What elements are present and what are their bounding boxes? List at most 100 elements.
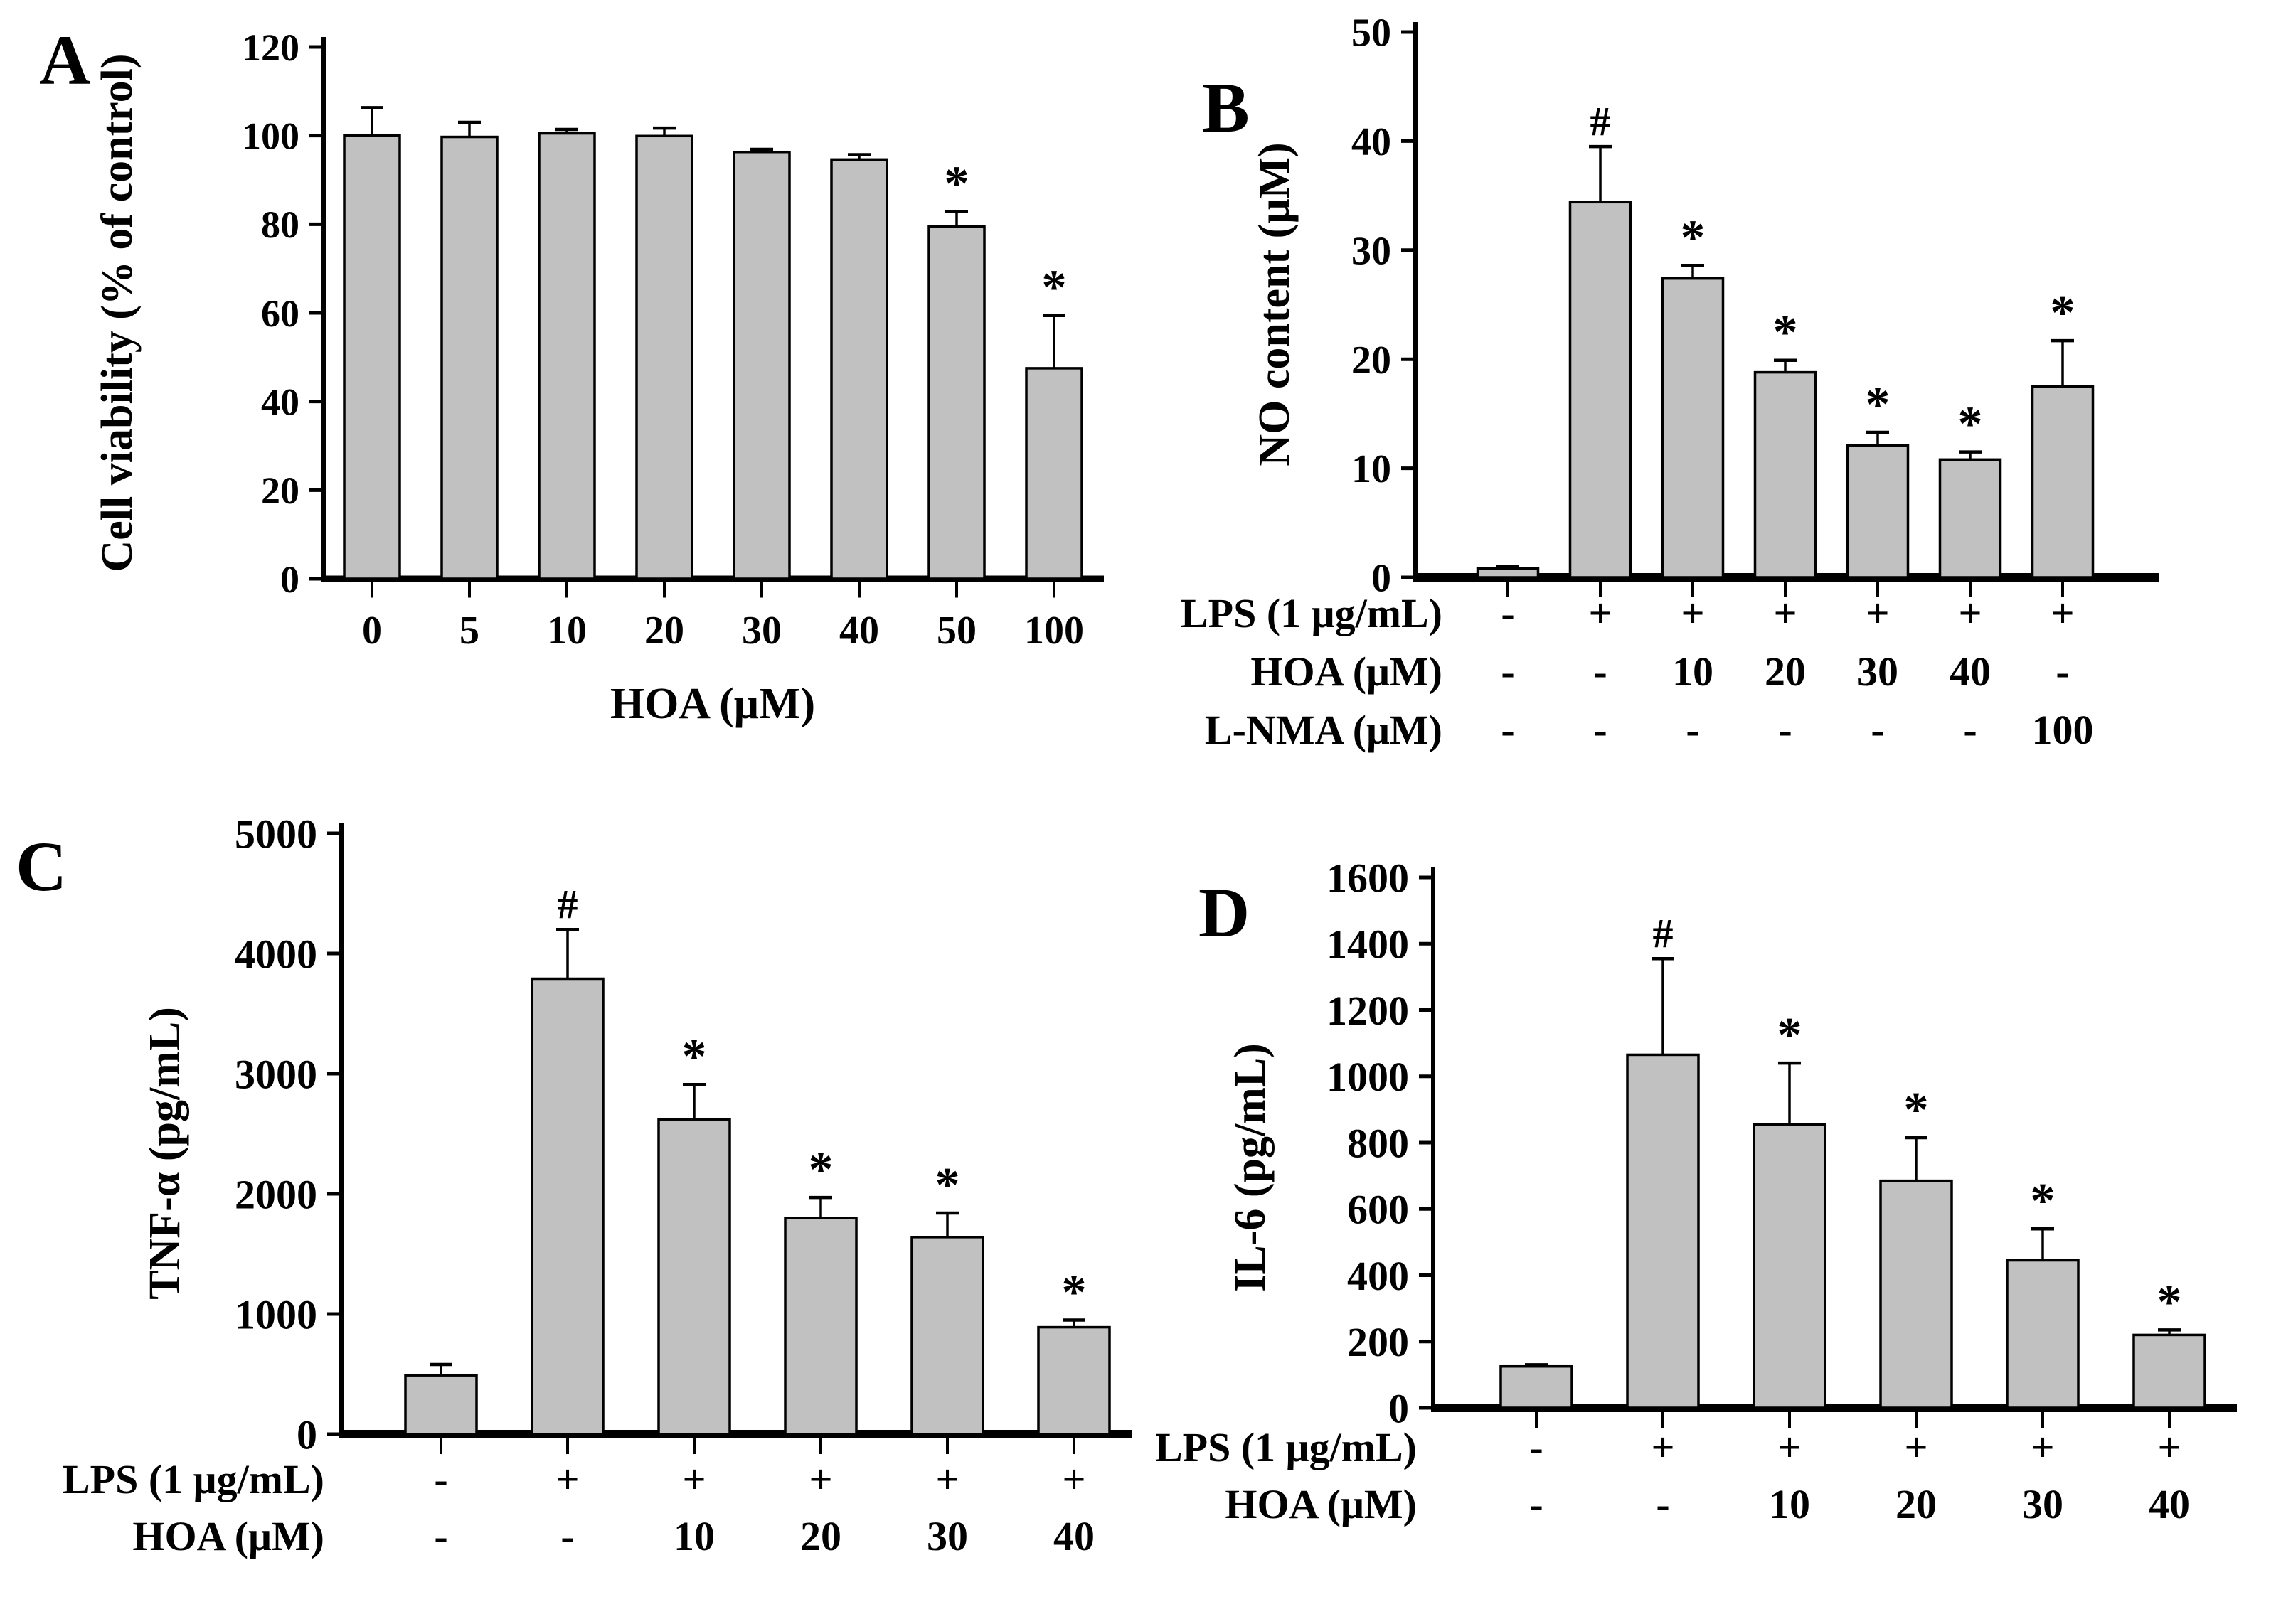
panel-c-figure: C TNF-α (pg/mL) 0 1000 2000 3000 4000 5000 # * *…	[0, 812, 1138, 1624]
condition-row-label: LPS (1 μg/mL)	[1181, 590, 1442, 636]
condition-row-label: HOA (μM)	[1250, 648, 1442, 695]
condition-value: 10	[1769, 1481, 1810, 1527]
condition-value: 40	[1950, 648, 1991, 695]
condition-value: +	[1866, 590, 1889, 636]
significance-label: *	[2157, 1275, 2182, 1330]
y-tick-label: 0	[1371, 557, 1391, 601]
bar	[910, 1236, 984, 1436]
y-tick-label: 600	[1347, 1187, 1409, 1233]
y-tick-label: 20	[261, 469, 299, 512]
significance-label: *	[1062, 1265, 1087, 1320]
significance-label: *	[1777, 1008, 1802, 1063]
y-tick-label: 800	[1347, 1120, 1409, 1166]
bar	[784, 1217, 858, 1436]
condition-value: 30	[2022, 1481, 2063, 1527]
condition-value: -	[1501, 648, 1514, 695]
bar	[1879, 1179, 1953, 1409]
significance-label: *	[945, 156, 969, 211]
y-tick-label: 0	[297, 1411, 317, 1458]
condition-row-label: LPS (1 μg/mL)	[1155, 1424, 1417, 1470]
category-label: 10	[547, 609, 587, 653]
significance-label: *	[935, 1158, 960, 1213]
significance-label: *	[1773, 306, 1798, 360]
significance-label: *	[682, 1030, 707, 1084]
category-label: 20	[644, 609, 684, 653]
condition-value: -	[1529, 1424, 1543, 1470]
condition-value: +	[1588, 590, 1612, 636]
bar	[1846, 444, 1910, 579]
bar	[1753, 1123, 1826, 1409]
significance-label: *	[809, 1143, 834, 1197]
condition-value: -	[1871, 707, 1884, 753]
bar	[1476, 567, 1540, 579]
y-tick-label: 200	[1347, 1319, 1409, 1365]
y-tick-label: 50	[1351, 11, 1391, 55]
bar	[1753, 370, 1817, 579]
y-tick-label: 120	[242, 26, 299, 69]
category-label: 40	[839, 609, 879, 653]
condition-value: -	[1593, 707, 1607, 753]
y-tick-label: 30	[1351, 229, 1391, 273]
condition-value: -	[1686, 707, 1699, 753]
significance-label: *	[1904, 1083, 1929, 1138]
y-tick-label: 1000	[1326, 1054, 1409, 1100]
condition-value: -	[560, 1513, 574, 1559]
y-tick-label: 80	[261, 203, 299, 246]
condition-value: 30	[927, 1513, 968, 1559]
panel-b-y-axis-title: NO content (μM)	[1250, 142, 1299, 466]
y-tick-label: 3000	[235, 1051, 317, 1097]
condition-value: 20	[800, 1513, 841, 1559]
y-tick-label: 60	[261, 292, 299, 335]
bar	[1661, 277, 1725, 579]
bar	[830, 158, 888, 580]
condition-value: +	[2157, 1424, 2181, 1470]
panel-a-y-axis-title: Cell viability (% of control)	[93, 54, 142, 572]
category-label: 30	[742, 609, 782, 653]
bar	[1499, 1364, 1573, 1409]
bar	[1938, 458, 2002, 579]
condition-value: 100	[2032, 707, 2094, 753]
condition-value: -	[1529, 1481, 1543, 1527]
panel-c-y-axis-title: TNF-α (pg/mL)	[141, 1007, 189, 1300]
panel-c-letter: C	[16, 827, 67, 906]
y-tick-label: 40	[261, 381, 299, 424]
bar	[404, 1374, 478, 1436]
condition-value: 20	[1895, 1481, 1937, 1527]
bar	[1568, 201, 1632, 579]
bar	[343, 134, 401, 580]
bar	[1626, 1053, 1700, 1409]
bar	[1037, 1325, 1111, 1436]
y-tick-label: 1400	[1326, 921, 1409, 968]
category-label: 0	[362, 609, 382, 653]
condition-value: +	[1773, 590, 1797, 636]
bar	[440, 135, 499, 580]
condition-value: 30	[1857, 648, 1898, 695]
y-tick-label: 20	[1351, 338, 1391, 383]
panel-a-figure: A Cell viability (% of control) HOA (μM)…	[0, 0, 1138, 812]
significance-label: *	[2031, 1174, 2056, 1229]
condition-value: +	[809, 1456, 832, 1502]
panel-a-plot: 0 20 40 60 80 100 120 0 5 10 20 30 40 * 50 * 100	[242, 26, 1104, 653]
bar	[657, 1118, 731, 1436]
panel-b-plot: 0 10 20 30 40 50 # * * * * * LPS (1 μg/mL) - + + + + + + HOA…	[1181, 11, 2159, 753]
condition-value: +	[1777, 1424, 1801, 1470]
bar	[1025, 367, 1083, 580]
panel-a-x-axis-title: HOA (μM)	[610, 680, 815, 728]
y-tick-label: 1600	[1326, 855, 1409, 901]
condition-row-label: L-NMA (μM)	[1205, 707, 1442, 753]
category-label: 50	[937, 609, 977, 653]
y-tick-label: 2000	[235, 1171, 317, 1217]
condition-value: 10	[674, 1513, 715, 1559]
condition-value: -	[434, 1456, 447, 1502]
significance-label: #	[1590, 98, 1611, 144]
y-tick-label: 1000	[235, 1291, 317, 1337]
panel-d-y-axis-title: IL-6 (pg/mL)	[1226, 1043, 1275, 1292]
panel-d-plot: 0 200 400 600 800 1000 1200 1400 1600 # * * * * LPS (1…	[1155, 855, 2237, 1527]
significance-label: #	[1653, 910, 1674, 956]
y-tick-label: 100	[242, 115, 299, 158]
condition-value: +	[682, 1456, 706, 1502]
condition-value: +	[2051, 590, 2074, 636]
bar	[733, 150, 791, 580]
condition-value: 20	[1765, 648, 1806, 695]
condition-value: +	[1958, 590, 1982, 636]
